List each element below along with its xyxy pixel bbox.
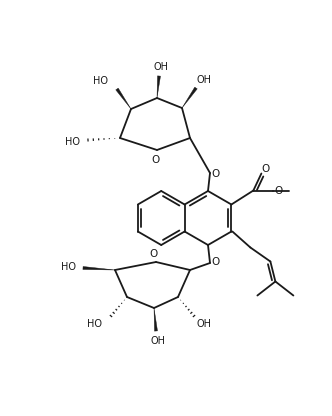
Text: O: O — [274, 186, 283, 196]
Text: OH: OH — [150, 336, 165, 346]
Text: O: O — [151, 155, 159, 165]
Text: OH: OH — [197, 75, 211, 85]
Text: HO: HO — [60, 262, 75, 272]
Polygon shape — [154, 308, 157, 331]
Text: HO: HO — [88, 319, 103, 329]
Text: O: O — [150, 249, 158, 259]
Polygon shape — [157, 76, 160, 98]
Polygon shape — [83, 267, 115, 270]
Text: OH: OH — [153, 62, 169, 72]
Text: O: O — [261, 163, 270, 173]
Text: HO: HO — [64, 137, 79, 147]
Text: O: O — [212, 169, 220, 179]
Text: HO: HO — [94, 76, 109, 86]
Text: O: O — [212, 257, 220, 267]
Polygon shape — [116, 88, 131, 109]
Text: OH: OH — [197, 319, 211, 329]
Polygon shape — [182, 87, 197, 108]
